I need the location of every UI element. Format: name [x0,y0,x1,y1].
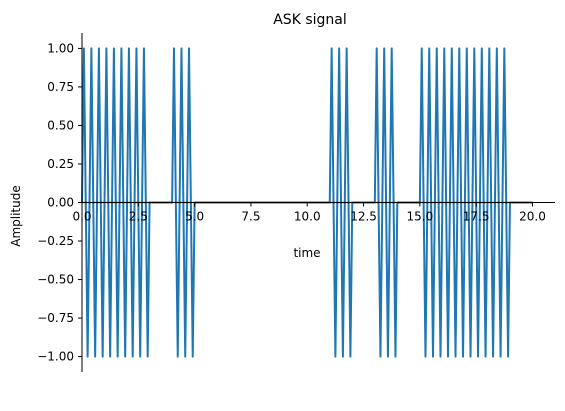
x-tick-label: 20.0 [519,210,546,224]
chart-title: ASK signal [273,12,347,28]
y-axis-label: Amplitude [9,185,23,247]
x-tick-label: 10.0 [294,210,321,224]
x-tick-label: 5.0 [185,210,204,224]
y-tick-label: 0.25 [47,157,74,171]
y-tick-label: −0.50 [37,273,74,287]
y-tick-label: −0.75 [37,311,74,325]
y-tick-label: 1.00 [47,41,74,55]
tick-labels: 0.0 2.5 5.0 7.5 10.0 12.5 15.0 17.5 20.0 −1.00 −0.… [37,41,546,363]
x-axis-label: time [293,246,320,260]
y-tick-label: −0.25 [37,234,74,248]
y-tick-label: 0.75 [47,80,74,94]
x-tick-label: 2.5 [129,210,148,224]
y-tick-label: 0.00 [47,196,74,210]
x-tick-label: 0.0 [72,210,91,224]
axes [78,33,555,372]
y-tick-label: 0.50 [47,118,74,132]
x-tick-label: 17.5 [463,210,490,224]
x-tick-label: 15.0 [406,210,433,224]
y-tick-label: −1.00 [37,350,74,364]
x-tick-label: 7.5 [241,210,260,224]
x-tick-label: 12.5 [350,210,377,224]
